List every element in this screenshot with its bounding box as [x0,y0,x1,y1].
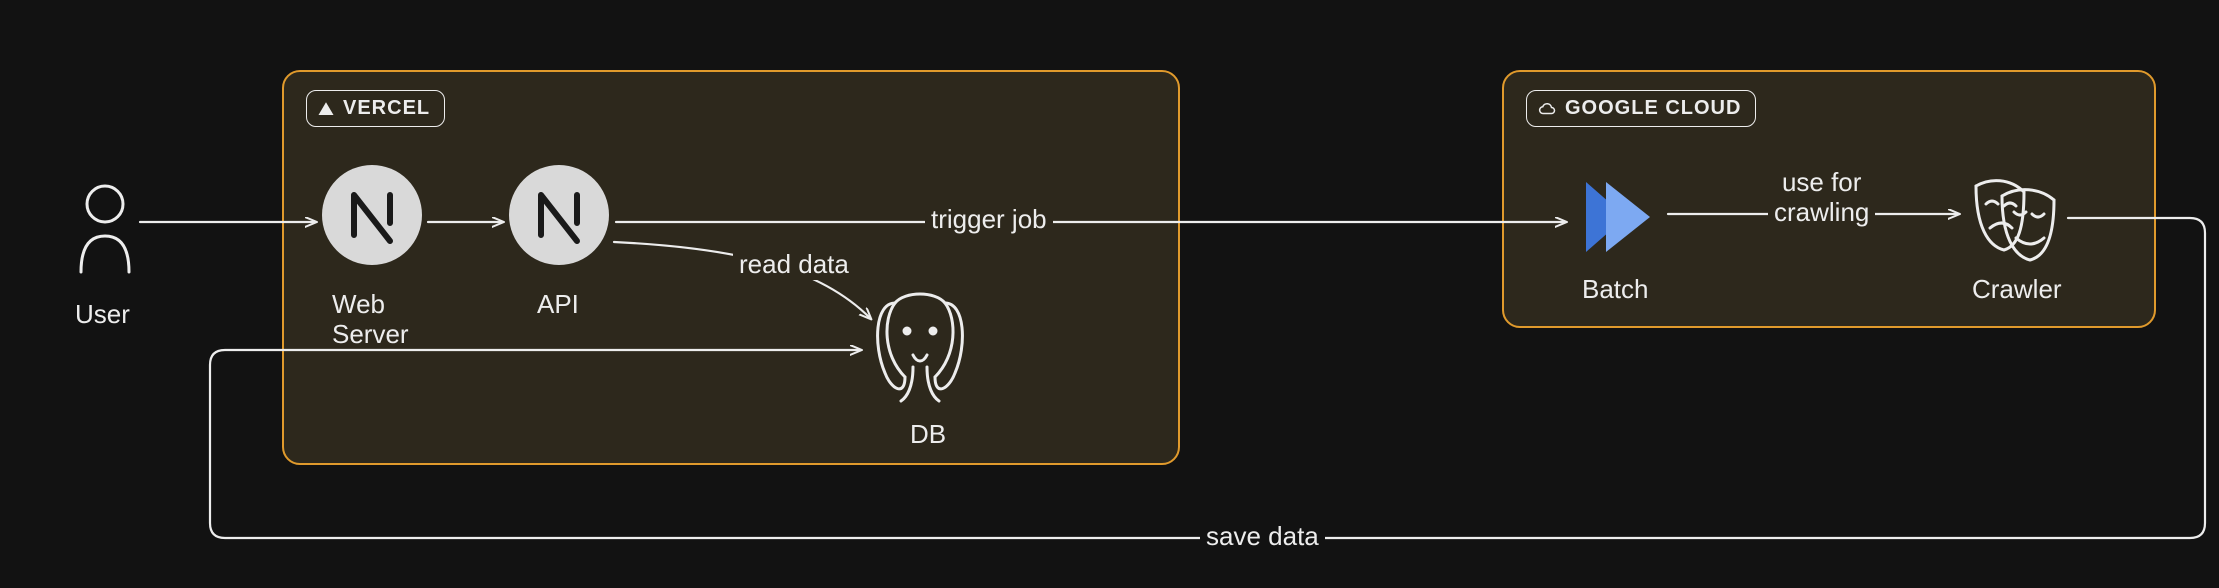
edge-label-trigger-job: trigger job [925,205,1053,235]
edge-crawler-to-db [210,218,2205,538]
node-api [509,165,609,265]
node-batch [1572,172,1662,267]
nextjs-icon [527,183,591,247]
node-user [75,180,135,285]
user-icon [75,180,135,280]
diagram-root: VERCEL GOOGLE CLOUD [0,0,2219,588]
edge-label-read-data: read data [733,250,855,280]
node-db [865,285,975,420]
node-db-label: DB [910,420,946,450]
node-web-server-label: Web Server [332,290,409,350]
edge-label-use-for-crawling: use for crawling [1768,168,1875,228]
edge-label-save-data: save data [1200,522,1325,552]
postgres-icon [865,285,975,415]
nextjs-icon [340,183,404,247]
node-web-server [322,165,422,265]
node-batch-label: Batch [1582,275,1649,305]
node-crawler-label: Crawler [1972,275,2062,305]
node-user-label: User [75,300,130,330]
drama-masks-icon [1962,168,2062,264]
node-api-label: API [537,290,579,320]
node-crawler [1962,168,2062,269]
batch-icon [1572,172,1662,262]
